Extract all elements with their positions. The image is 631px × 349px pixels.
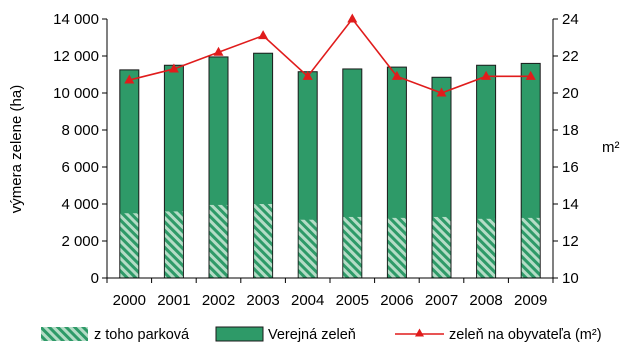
- left-tick-label: 6 000: [61, 159, 99, 176]
- x-tick-label-2006: 2006: [380, 292, 413, 309]
- left-axis-ticks: 0 2 000 4 000 6 000 8 000 10 000 12 000 14 000: [53, 11, 107, 287]
- per-capita-point-2004: [302, 70, 313, 80]
- legend-label-line: zeleň na obyvateľa (m²): [449, 327, 602, 343]
- bar-park-2001: [164, 211, 183, 278]
- right-tick-label: 18: [562, 122, 579, 139]
- left-tick-label: 10 000: [53, 85, 99, 102]
- left-tick-label: 2 000: [61, 233, 99, 250]
- bar-park-2004: [298, 219, 317, 278]
- per-capita-polyline: [129, 17, 531, 94]
- legend-swatch-park: [41, 327, 88, 341]
- legend-label-total: Verejná zeleň: [268, 327, 356, 343]
- per-capita-point-2008: [481, 70, 492, 80]
- x-tick-label-2007: 2007: [425, 292, 458, 309]
- per-capita-point-2002: [213, 46, 224, 56]
- right-tick-label: 16: [562, 159, 579, 176]
- x-tick-label-2009: 2009: [514, 292, 547, 309]
- left-tick-label: 0: [91, 270, 99, 287]
- right-tick-label: 14: [562, 196, 579, 213]
- per-capita-point-2005: [347, 13, 358, 23]
- per-capita-point-2001: [168, 63, 179, 73]
- per-capita-point-2003: [258, 30, 269, 40]
- bar-park-2000: [120, 213, 139, 278]
- x-tick-label-2001: 2001: [157, 292, 190, 309]
- legend: z toho parková Verejná zeleň zeleň na ob…: [41, 326, 602, 343]
- x-tick-label-2004: 2004: [291, 292, 324, 309]
- legend-item-line: zeleň na obyvateľa (m²): [395, 327, 602, 343]
- per-capita-point-2009: [525, 70, 536, 80]
- x-tick-label-2002: 2002: [202, 292, 235, 309]
- right-tick-label: 12: [562, 233, 579, 250]
- legend-item-park: z toho parková: [41, 327, 190, 343]
- left-tick-label: 8 000: [61, 122, 99, 139]
- right-tick-label: 22: [562, 48, 579, 65]
- bar-park-2007: [432, 216, 451, 278]
- per-capita-point-2007: [436, 87, 447, 97]
- right-tick-label: 24: [562, 11, 579, 28]
- per-capita-point-2006: [391, 70, 402, 80]
- x-tick-label-2003: 2003: [246, 292, 279, 309]
- left-axis-title: výmera zelene (ha): [8, 85, 25, 213]
- bar-park-2002: [209, 204, 228, 278]
- x-tick-label-2000: 2000: [113, 292, 146, 309]
- right-axis-ticks: 10 12 14 16 18 20 22 24: [553, 11, 579, 287]
- per-capita-line: [124, 13, 536, 97]
- bar-park-2003: [254, 204, 273, 278]
- bar-park-2008: [477, 218, 496, 278]
- x-axis-ticks: 2000 2001 2002 2003 2004 2005 2006 2007 2008 2009: [106, 278, 554, 309]
- legend-label-park: z toho parková: [94, 327, 190, 343]
- left-tick-label: 14 000: [53, 11, 99, 28]
- park-bars: [120, 204, 540, 278]
- right-axis-title: m²: [602, 139, 620, 156]
- bar-park-2006: [387, 217, 406, 278]
- per-capita-point-2000: [124, 74, 135, 84]
- left-tick-label: 12 000: [53, 48, 99, 65]
- bar-park-2009: [521, 217, 540, 278]
- legend-triangle-marker: [415, 328, 424, 337]
- x-tick-label-2008: 2008: [469, 292, 502, 309]
- plot-area: [106, 13, 554, 279]
- legend-item-total: Verejná zeleň: [215, 326, 356, 343]
- x-tick-label-2005: 2005: [336, 292, 369, 309]
- right-tick-label: 10: [562, 270, 579, 287]
- right-tick-label: 20: [562, 85, 579, 102]
- left-tick-label: 4 000: [61, 196, 99, 213]
- legend-swatch-total: [215, 326, 264, 342]
- bar-park-2005: [343, 216, 362, 278]
